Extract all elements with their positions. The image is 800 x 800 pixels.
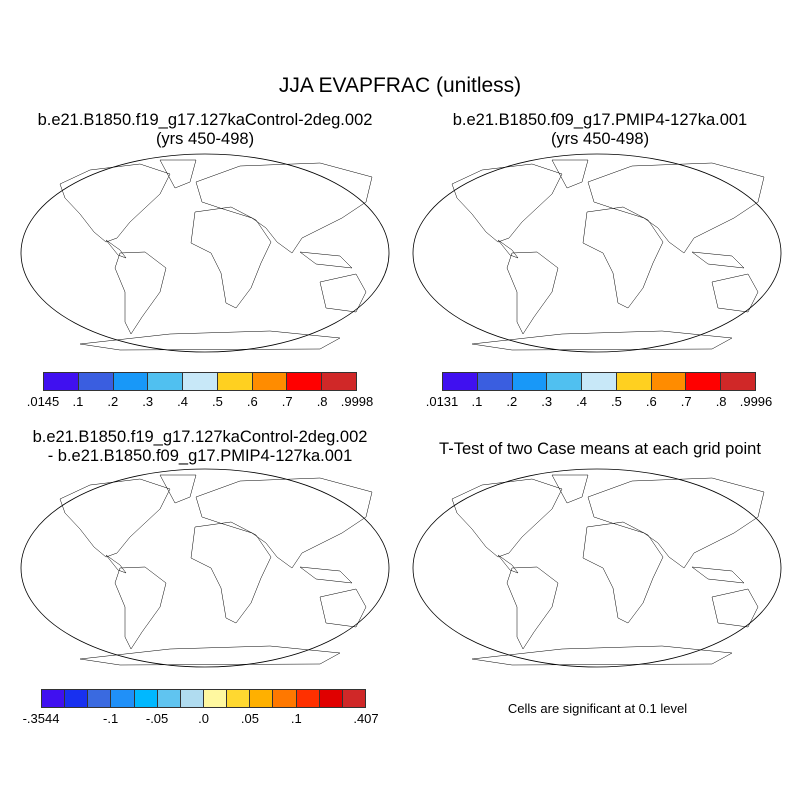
colorbar-swatch bbox=[582, 373, 617, 390]
figure-title: JJA EVAPFRAC (unitless) bbox=[278, 74, 522, 97]
colorbar-tick-label: .6 bbox=[645, 394, 657, 409]
colorbar-swatch bbox=[78, 373, 114, 390]
colorbar-tick-label: .2 bbox=[107, 394, 119, 409]
panel-title-ttest: T-Test of two Case means at each grid po… bbox=[439, 440, 761, 458]
colorbar-tick-label: .1 bbox=[471, 394, 483, 409]
panel-title-line2: - b.e21.B1850.f09_g17.PMIP4-127ka.001 bbox=[47, 447, 353, 465]
colorbar-pmip4-labels: .0131 .1 .2 .3 .4 .5 .6 .7 .8 .9996 bbox=[426, 394, 773, 410]
colorbar-difference bbox=[41, 689, 366, 708]
panel-title-control: b.e21.B1850.f19_g17.127kaControl-2deg.00… bbox=[0, 111, 410, 149]
colorbar-tick-label: -.1 bbox=[103, 711, 119, 726]
map-control-evapfrac bbox=[20, 153, 390, 353]
colorbar-tick-label: .8 bbox=[715, 394, 727, 409]
colorbar-swatch bbox=[512, 373, 548, 390]
colorbar-swatch bbox=[322, 373, 357, 390]
panel-title-line2: (yrs 450-498) bbox=[550, 130, 650, 148]
colorbar-swatch bbox=[217, 373, 253, 390]
colorbar-tick-label: .7 bbox=[680, 394, 692, 409]
colorbar-swatch bbox=[342, 690, 365, 707]
colorbar-swatch bbox=[148, 373, 184, 390]
colorbar-swatch bbox=[296, 690, 320, 707]
map-ttest-significance bbox=[412, 468, 782, 668]
colorbar-control bbox=[43, 372, 357, 391]
colorbar-tick-label: .9998 bbox=[340, 394, 374, 409]
colorbar-tick-label: .0 bbox=[198, 711, 209, 726]
colorbar-tick-label: .1 bbox=[72, 394, 84, 409]
colorbar-swatch bbox=[686, 373, 722, 390]
colorbar-tick-label: .4 bbox=[177, 394, 188, 409]
colorbar-swatch bbox=[273, 690, 297, 707]
colorbar-tick-label: -.05 bbox=[145, 711, 169, 726]
colorbar-swatch bbox=[203, 690, 228, 707]
colorbar-swatch bbox=[180, 690, 204, 707]
colorbar-swatch bbox=[252, 373, 288, 390]
panel-title-difference: b.e21.B1850.f19_g17.127kaControl-2deg.00… bbox=[0, 428, 400, 466]
panel-title-pmip4: b.e21.B1850.f09_g17.PMIP4-127ka.001 (yrs… bbox=[400, 111, 800, 149]
colorbar-swatch bbox=[319, 690, 343, 707]
colorbar-swatch bbox=[134, 690, 158, 707]
colorbar-swatch bbox=[111, 690, 135, 707]
colorbar-swatch bbox=[721, 373, 756, 390]
colorbar-pmip4 bbox=[442, 372, 756, 391]
colorbar-swatch bbox=[616, 373, 652, 390]
colorbar-swatch bbox=[287, 373, 323, 390]
colorbar-swatch bbox=[44, 373, 79, 390]
colorbar-swatch bbox=[183, 373, 218, 390]
colorbar-swatch bbox=[651, 373, 687, 390]
colorbar-tick-label: .2 bbox=[506, 394, 518, 409]
colorbar-tick-label: .407 bbox=[353, 711, 379, 726]
colorbar-tick-label: -.3544 bbox=[22, 711, 60, 726]
colorbar-swatch bbox=[42, 690, 66, 707]
colorbar-swatch bbox=[88, 690, 112, 707]
colorbar-swatch bbox=[113, 373, 149, 390]
colorbar-tick-label: .3 bbox=[142, 394, 154, 409]
colorbar-tick-label: .0145 bbox=[26, 394, 60, 409]
colorbar-tick-label: .1 bbox=[290, 711, 302, 726]
panel-title-line1: b.e21.B1850.f09_g17.PMIP4-127ka.001 bbox=[452, 111, 748, 129]
colorbar-swatch bbox=[443, 373, 478, 390]
significance-note: Cells are significant at 0.1 level bbox=[507, 701, 688, 716]
colorbar-swatch bbox=[65, 690, 89, 707]
colorbar-tick-label: .8 bbox=[316, 394, 328, 409]
colorbar-swatch bbox=[547, 373, 583, 390]
map-difference-evapfrac bbox=[20, 468, 390, 668]
colorbar-difference-labels: -.3544 -.1 -.05 .0 .05 .1 .407 bbox=[23, 711, 379, 727]
colorbar-tick-label: .7 bbox=[281, 394, 293, 409]
colorbar-tick-label: .05 bbox=[240, 711, 259, 726]
colorbar-tick-label: .3 bbox=[541, 394, 553, 409]
colorbar-tick-label: .5 bbox=[212, 394, 223, 409]
panel-title-line1: b.e21.B1850.f19_g17.127kaControl-2deg.00… bbox=[32, 428, 368, 446]
map-pmip4-evapfrac bbox=[412, 153, 782, 353]
colorbar-tick-label: .9996 bbox=[739, 394, 773, 409]
colorbar-swatch bbox=[227, 690, 251, 707]
colorbar-swatch bbox=[477, 373, 513, 390]
colorbar-swatch bbox=[157, 690, 181, 707]
colorbar-tick-label: .0131 bbox=[425, 394, 459, 409]
panel-title-line2: (yrs 450-498) bbox=[155, 130, 255, 148]
panel-title-line1: b.e21.B1850.f19_g17.127kaControl-2deg.00… bbox=[37, 111, 373, 129]
colorbar-tick-label: .6 bbox=[246, 394, 258, 409]
colorbar-tick-label: .5 bbox=[611, 394, 622, 409]
colorbar-control-labels: .0145 .1 .2 .3 .4 .5 .6 .7 .8 .9998 bbox=[27, 394, 374, 410]
colorbar-tick-label: .4 bbox=[576, 394, 587, 409]
colorbar-swatch bbox=[250, 690, 274, 707]
